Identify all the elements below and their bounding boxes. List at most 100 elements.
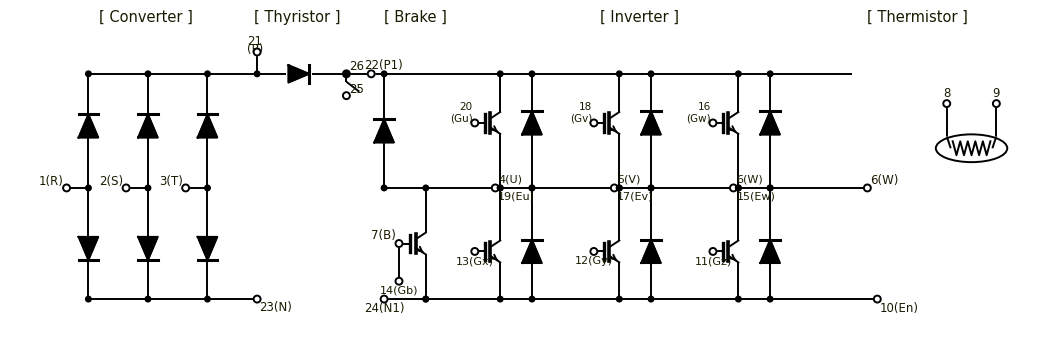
Circle shape [183, 184, 189, 191]
Circle shape [648, 185, 654, 191]
Circle shape [146, 71, 151, 77]
Circle shape [122, 184, 130, 191]
Circle shape [368, 70, 375, 77]
Circle shape [254, 71, 260, 77]
Text: [ Thyristor ]: [ Thyristor ] [253, 10, 340, 25]
Circle shape [498, 296, 503, 302]
Circle shape [85, 71, 91, 77]
Text: 10(En): 10(En) [879, 301, 918, 314]
Circle shape [205, 71, 210, 77]
Text: 8: 8 [943, 87, 951, 100]
Circle shape [530, 296, 535, 302]
Text: [ Converter ]: [ Converter ] [99, 10, 193, 25]
Circle shape [530, 185, 535, 191]
Circle shape [343, 92, 350, 99]
Circle shape [205, 296, 210, 302]
Circle shape [530, 185, 535, 191]
Polygon shape [78, 237, 98, 260]
Circle shape [253, 48, 261, 56]
Circle shape [146, 296, 151, 302]
Circle shape [864, 184, 870, 191]
Text: 25: 25 [349, 83, 364, 96]
Text: 19(Eu): 19(Eu) [498, 192, 535, 202]
Circle shape [63, 184, 70, 191]
Circle shape [423, 296, 428, 302]
Polygon shape [138, 114, 158, 138]
Text: 17(Ev): 17(Ev) [617, 192, 654, 202]
Circle shape [146, 185, 151, 191]
Text: 15(Ew): 15(Ew) [736, 192, 775, 202]
Text: 11(Gz): 11(Gz) [694, 256, 731, 266]
Circle shape [730, 184, 736, 191]
Circle shape [767, 296, 773, 302]
Polygon shape [641, 111, 660, 135]
Polygon shape [138, 237, 158, 260]
Text: 7(B): 7(B) [371, 229, 396, 242]
Polygon shape [78, 114, 98, 138]
Circle shape [767, 185, 773, 191]
Polygon shape [761, 240, 780, 263]
Text: 9: 9 [993, 87, 1000, 100]
Circle shape [381, 185, 387, 191]
Circle shape [492, 184, 499, 191]
Polygon shape [761, 111, 780, 135]
Text: 24(N1): 24(N1) [364, 301, 404, 314]
Text: 4(U): 4(U) [498, 174, 522, 184]
Circle shape [85, 185, 91, 191]
Text: 18
(Gv): 18 (Gv) [570, 102, 592, 124]
Text: 5(V): 5(V) [617, 174, 640, 184]
Text: 21: 21 [248, 35, 263, 48]
Circle shape [616, 71, 622, 77]
Polygon shape [375, 119, 394, 143]
Circle shape [530, 71, 535, 77]
Circle shape [498, 185, 503, 191]
Circle shape [85, 296, 91, 302]
Text: 14(Gb): 14(Gb) [380, 285, 418, 295]
Text: 23(N): 23(N) [260, 300, 292, 313]
Text: 1(R): 1(R) [39, 175, 63, 188]
Circle shape [423, 296, 428, 302]
Circle shape [472, 119, 478, 126]
Circle shape [498, 185, 503, 191]
Circle shape [611, 184, 618, 191]
Circle shape [381, 71, 387, 77]
Circle shape [591, 248, 597, 255]
Text: 26: 26 [349, 60, 364, 73]
Text: 13(Gx): 13(Gx) [456, 256, 494, 266]
Text: 16
(Gw): 16 (Gw) [687, 102, 711, 124]
Circle shape [381, 296, 387, 303]
Text: 6(W): 6(W) [736, 174, 763, 184]
Circle shape [344, 71, 349, 77]
Circle shape [648, 71, 654, 77]
Circle shape [710, 248, 716, 255]
Circle shape [648, 296, 654, 302]
Polygon shape [197, 237, 217, 260]
Circle shape [943, 100, 951, 107]
Circle shape [616, 185, 622, 191]
Circle shape [735, 71, 742, 77]
Text: 3(T): 3(T) [159, 175, 183, 188]
Polygon shape [522, 111, 542, 135]
Text: 2(S): 2(S) [99, 175, 123, 188]
Circle shape [735, 296, 742, 302]
Circle shape [993, 100, 1000, 107]
Circle shape [710, 119, 716, 126]
Polygon shape [288, 65, 309, 83]
Circle shape [472, 248, 478, 255]
Circle shape [767, 185, 773, 191]
Polygon shape [197, 114, 217, 138]
Circle shape [874, 296, 881, 303]
Circle shape [205, 185, 210, 191]
Text: [ Thermistor ]: [ Thermistor ] [866, 10, 967, 25]
Circle shape [616, 296, 622, 302]
Text: [ Brake ]: [ Brake ] [384, 10, 447, 25]
Circle shape [396, 278, 402, 285]
Text: (P): (P) [247, 43, 264, 56]
Circle shape [735, 185, 742, 191]
Circle shape [648, 185, 654, 191]
Polygon shape [522, 240, 542, 263]
Circle shape [253, 296, 261, 303]
Circle shape [767, 71, 773, 77]
Text: [ Inverter ]: [ Inverter ] [599, 10, 678, 25]
Circle shape [396, 240, 402, 247]
